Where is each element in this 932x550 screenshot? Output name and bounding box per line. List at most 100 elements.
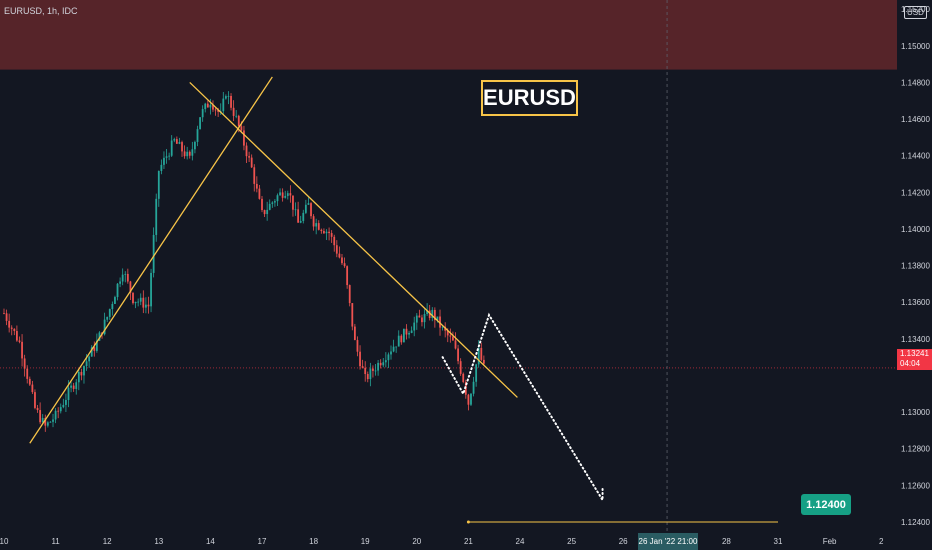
candle-body: [446, 330, 449, 336]
last-price-value: 1.13241: [900, 349, 929, 358]
candle-body: [3, 313, 5, 315]
candle-body: [21, 341, 23, 359]
candle-body: [168, 155, 171, 157]
candle-body: [18, 340, 21, 342]
candle-body: [137, 301, 140, 303]
candle-body: [356, 340, 359, 352]
candle-body: [62, 404, 65, 408]
candle-body: [330, 233, 333, 237]
candle-body: [59, 407, 62, 412]
candle-body: [95, 340, 98, 351]
candle-body: [315, 223, 318, 227]
x-tick-label: 26: [619, 537, 628, 546]
x-tick-label: 24: [516, 537, 525, 546]
candle-body: [390, 351, 392, 355]
candle-body: [206, 103, 209, 108]
candle-body: [304, 204, 307, 213]
candle-body: [248, 156, 250, 158]
y-tick-label: 1.15000: [901, 42, 930, 51]
candle-body: [243, 130, 245, 146]
candle-body: [245, 145, 248, 157]
currency-badge[interactable]: USD: [904, 6, 927, 19]
y-tick-label: 1.13000: [901, 408, 930, 417]
candle-body: [395, 346, 398, 348]
candle-body: [433, 309, 436, 321]
candle-body: [121, 274, 124, 282]
candle-body: [230, 95, 232, 108]
candle-body: [232, 107, 235, 116]
trendline[interactable]: [29, 76, 273, 444]
candle-body: [351, 303, 354, 327]
candle-body: [83, 366, 85, 376]
candle-body: [70, 385, 72, 388]
x-tick-label: 21: [464, 537, 473, 546]
candle-body: [343, 263, 346, 267]
y-tick-label: 1.13400: [901, 335, 930, 344]
x-tick-label: 11: [51, 537, 60, 546]
candle-body: [338, 253, 341, 258]
candle-body: [39, 410, 42, 423]
target-line-anchor[interactable]: [466, 520, 470, 524]
price-axis[interactable]: 1.15200 1.15000 1.14800 1.14600 1.14400 1.142…: [897, 0, 932, 533]
candle-body: [261, 198, 263, 211]
candle-body: [276, 195, 279, 202]
y-tick-label: 1.14000: [901, 225, 930, 234]
candle-body: [201, 109, 204, 118]
time-axis[interactable]: 10111213141718192021242526272831Feb2: [0, 537, 884, 546]
candle-body: [428, 310, 431, 318]
candle-body: [165, 156, 168, 158]
candle-body: [181, 142, 183, 152]
candle-body: [98, 332, 101, 341]
candle-body: [23, 358, 26, 369]
candle-body: [297, 209, 300, 223]
trendlines[interactable]: [29, 76, 518, 444]
y-tick-label: 1.14600: [901, 115, 930, 124]
candle-body: [152, 234, 155, 273]
candle-body: [194, 141, 196, 150]
candle-body: [426, 310, 429, 315]
candle-body: [477, 347, 480, 365]
candle-body: [75, 382, 78, 389]
candle-body: [126, 273, 129, 282]
candle-body: [452, 336, 454, 341]
candle-body: [310, 203, 312, 217]
candle-body: [299, 220, 302, 223]
trendline[interactable]: [189, 81, 518, 398]
candle-body: [384, 360, 387, 363]
candle-body: [5, 313, 8, 321]
title-box: EURUSD: [481, 80, 578, 116]
candle-body: [250, 157, 253, 168]
candle-body: [16, 331, 18, 341]
candle-body: [379, 362, 382, 366]
candle-body: [41, 417, 44, 423]
candle-body: [222, 98, 225, 112]
candle-body: [286, 193, 289, 196]
candle-body: [65, 399, 67, 405]
candle-body: [13, 328, 16, 332]
candle-body: [361, 366, 364, 368]
candle-body: [436, 316, 439, 321]
candle-body: [377, 362, 379, 371]
candle-body: [346, 266, 349, 286]
candle-body: [90, 347, 93, 357]
symbol-label[interactable]: EURUSD, 1h, IDC: [4, 6, 78, 16]
y-tick-label: 1.14400: [901, 152, 930, 161]
candle-body: [271, 202, 274, 204]
candle-body: [26, 368, 29, 379]
candle-body: [93, 347, 96, 351]
candle-body: [397, 335, 400, 347]
candles: [3, 91, 485, 432]
candle-body: [106, 316, 109, 320]
candle-body: [369, 368, 372, 380]
candle-body: [255, 183, 258, 189]
resistance-zone: [0, 0, 897, 70]
candle-body: [325, 231, 328, 234]
candle-body: [178, 142, 181, 144]
candle-body: [46, 422, 49, 426]
candle-body: [88, 356, 91, 362]
x-tick-label: 17: [258, 537, 267, 546]
crosshair-date-tag: 26 Jan '22 21:00: [638, 533, 698, 550]
target-price-badge: 1.12400: [801, 494, 851, 515]
candle-body: [57, 410, 60, 412]
